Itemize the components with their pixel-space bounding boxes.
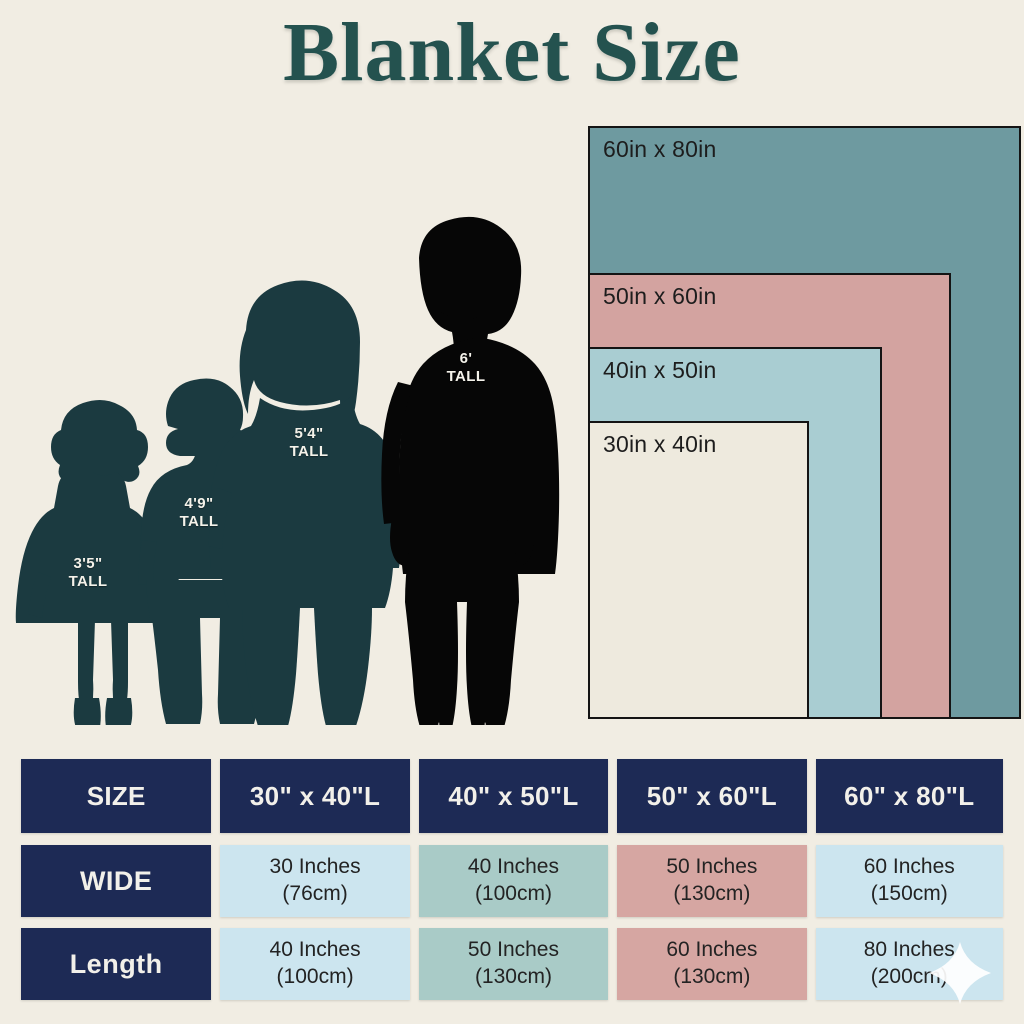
figure-label-boy: 4'9" TALL [179,495,219,530]
table-cell-length-60x80: 80 Inches (200cm) [815,928,1003,1000]
table-cell-length-40x50: 50 Inches (130cm) [418,928,609,1000]
wide-cm-50: (130cm) [673,882,751,905]
wide-cm-60: (150cm) [870,882,948,905]
table-colheader-50x60: 50" x 60"L [617,759,807,833]
figure-label-man: 6' TALL [446,350,486,385]
length-cm-40: (100cm) [276,965,354,988]
table-rowheader-size: SIZE [21,759,212,833]
length-inches-50: 50 Inches [467,938,559,962]
table-cell-length-30x40: 40 Inches (100cm) [220,928,410,1000]
man-silhouette [381,216,560,725]
table-colheader-60x80: 60" x 80"L [815,759,1003,833]
silhouette-group: 3'5" TALL 4'9" TALL 5'4" TALL 6' TALL [0,120,575,725]
length-inches-80: 80 Inches [863,938,955,962]
table-colheader-40x50: 40" x 50"L [418,759,609,833]
length-inches-60: 60 Inches [666,938,758,962]
size-table: SIZE 30" x 40"L 40" x 50"L 50" x 60"L 60… [21,759,1003,1002]
length-inches-40: 40 Inches [269,938,361,962]
table-cell-wide-30x40: 30 Inches (76cm) [220,845,410,917]
length-cm-50: (130cm) [474,965,552,988]
blanket-size-diagram: 60in x 80in 50in x 60in 40in x 50in 30in… [588,126,1021,719]
wide-cm-30: (76cm) [282,882,348,905]
wide-cm-40: (100cm) [474,882,552,905]
wide-inches-60: 60 Inches [863,855,955,879]
table-cell-wide-50x60: 50 Inches (130cm) [617,845,807,917]
table-colheader-30x40: 30" x 40"L [220,759,410,833]
silhouettes-svg [15,216,560,725]
figure-label-woman: 5'4" TALL [289,425,329,460]
length-cm-80: (200cm) [870,965,948,988]
blanket-rect-label-50x60: 50in x 60in [603,283,717,309]
wide-inches-40: 40 Inches [467,855,559,879]
table-rowheader-wide: WIDE [21,845,212,917]
wide-inches-30: 30 Inches [269,855,361,879]
wide-inches-50: 50 Inches [666,855,758,879]
page-title: Blanket Size [282,5,742,101]
length-cm-60: (130cm) [673,965,751,988]
table-row-wide: WIDE 30 Inches (76cm) 40 Inches (100cm) … [21,845,1003,917]
table-cell-wide-40x50: 40 Inches (100cm) [418,845,609,917]
blanket-rect-label-60x80: 60in x 80in [603,136,717,162]
woman-silhouette [208,280,406,725]
figure-label-girl: 3'5" TALL [68,555,108,590]
blanket-rect-label-30x40: 30in x 40in [603,431,717,457]
table-cell-wide-60x80: 60 Inches (150cm) [815,845,1003,917]
table-row-length: Length 40 Inches (100cm) 50 Inches (130c… [21,928,1003,1000]
blanket-rect-30x40[interactable]: 30in x 40in [588,421,809,719]
table-cell-length-50x60: 60 Inches (130cm) [617,928,807,1000]
table-rowheader-length: Length [21,928,212,1000]
table-row-size: SIZE 30" x 40"L 40" x 50"L 50" x 60"L 60… [21,759,1003,833]
blanket-rect-label-40x50: 40in x 50in [603,357,717,383]
